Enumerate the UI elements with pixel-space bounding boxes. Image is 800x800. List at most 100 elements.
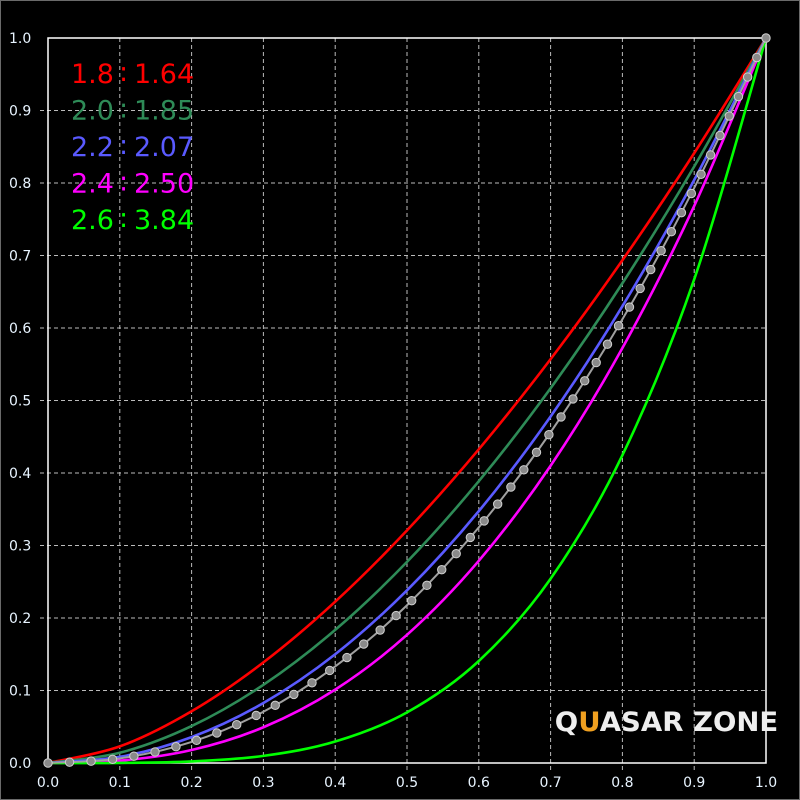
reference-marker xyxy=(150,747,160,757)
reference-marker xyxy=(342,652,352,663)
reference-marker xyxy=(624,302,635,312)
reference-marker xyxy=(359,639,369,649)
reference-marker xyxy=(531,447,542,458)
reference-marker xyxy=(212,728,222,738)
legend-target-gamma: 2.0 xyxy=(71,96,114,127)
x-tick-label: 0.7 xyxy=(539,775,561,791)
series-line-3 xyxy=(47,37,768,765)
y-tick-label: 0.5 xyxy=(9,394,31,410)
reference-marker xyxy=(696,169,706,179)
reference-marker xyxy=(556,412,566,422)
legend-target-gamma: 2.4 xyxy=(71,169,114,200)
reference-marker xyxy=(635,283,645,294)
reference-marker xyxy=(613,321,624,331)
reference-marker xyxy=(666,227,677,237)
legend-separator: : xyxy=(119,203,128,234)
legend-target-gamma: 2.6 xyxy=(71,205,114,236)
reference-marker xyxy=(407,595,417,606)
reference-marker xyxy=(519,465,529,475)
reference-marker xyxy=(391,610,401,621)
y-tick-label: 0.4 xyxy=(9,466,31,482)
legend-target-gamma: 1.8 xyxy=(71,59,114,90)
reference-marker xyxy=(724,111,734,121)
y-tick-label: 0.0 xyxy=(9,756,31,772)
series-line-2 xyxy=(47,37,768,765)
legend-separator: : xyxy=(119,94,128,125)
reference-marker xyxy=(107,754,118,765)
logo-text-u: U xyxy=(578,707,600,738)
x-tick-label: 0.2 xyxy=(180,775,202,791)
reference-marker xyxy=(289,689,299,700)
reference-marker xyxy=(191,735,202,746)
y-tick-label: 0.9 xyxy=(9,104,31,120)
reference-marker xyxy=(686,188,697,199)
reference-marker xyxy=(251,710,261,721)
y-tick-label: 0.1 xyxy=(9,684,31,700)
reference-marker xyxy=(602,339,613,349)
reference-marker xyxy=(307,678,317,688)
reference-marker xyxy=(479,516,489,526)
reference-marker xyxy=(492,499,503,509)
x-tick-label: 1.0 xyxy=(755,775,777,791)
reference-marker xyxy=(544,430,554,440)
series-line-1 xyxy=(47,37,768,765)
x-tick-label: 0.1 xyxy=(109,775,131,791)
y-tick-label: 1.0 xyxy=(9,31,31,47)
reference-marker xyxy=(232,719,242,730)
reference-marker xyxy=(86,756,96,766)
y-tick-label: 0.7 xyxy=(9,249,31,265)
x-tick-label: 0.0 xyxy=(37,775,59,791)
reference-marker xyxy=(324,665,335,676)
legend-measured-gamma: 3.84 xyxy=(134,205,194,236)
legend-measured-gamma: 2.07 xyxy=(134,132,194,163)
y-tick-label: 0.6 xyxy=(9,321,31,337)
y-tick-label: 0.2 xyxy=(9,611,31,627)
reference-marker xyxy=(465,532,476,543)
series-line-5 xyxy=(47,37,768,765)
legend-separator: : xyxy=(119,57,128,88)
logo-text-q: Q xyxy=(554,707,579,738)
reference-marker xyxy=(129,751,139,761)
reference-marker xyxy=(733,91,744,102)
x-tick-label: 0.3 xyxy=(252,775,274,791)
reference-marker xyxy=(64,757,75,767)
legend-separator: : xyxy=(119,167,128,198)
legend-measured-gamma: 2.50 xyxy=(134,169,194,200)
quasarzone-watermark-logo: QUASAR ZONE xyxy=(555,707,778,738)
x-tick-label: 0.6 xyxy=(468,775,490,791)
reference-marker xyxy=(506,482,516,492)
x-tick-label: 0.9 xyxy=(683,775,705,791)
x-tick-label: 0.8 xyxy=(611,775,633,791)
reference-marker xyxy=(676,207,687,218)
reference-marker xyxy=(742,72,753,82)
y-tick-label: 0.3 xyxy=(9,539,31,555)
reference-marker xyxy=(171,742,181,752)
reference-marker xyxy=(580,376,590,386)
reference-marker xyxy=(715,130,725,141)
y-tick-label: 0.8 xyxy=(9,176,31,192)
legend-measured-gamma: 1.64 xyxy=(134,59,194,90)
x-tick-label: 0.5 xyxy=(396,775,418,791)
reference-marker xyxy=(422,580,432,591)
legend-target-gamma: 2.2 xyxy=(71,132,114,163)
reference-marker xyxy=(752,52,762,63)
series-line-4 xyxy=(47,37,768,765)
legend-separator: : xyxy=(119,130,128,161)
reference-marker xyxy=(705,150,716,160)
plot-frame xyxy=(47,37,767,764)
legend-measured-gamma: 1.85 xyxy=(134,96,194,127)
reference-marker xyxy=(451,549,461,559)
reference-marker xyxy=(646,264,656,275)
reference-marker xyxy=(437,564,447,575)
reference-marker xyxy=(761,33,771,43)
reference-marker xyxy=(591,357,601,368)
x-tick-label: 0.4 xyxy=(324,775,346,791)
reference-marker xyxy=(568,394,578,404)
reference-marker xyxy=(270,700,280,711)
reference-marker xyxy=(43,758,53,768)
logo-text-rest: ASAR ZONE xyxy=(599,707,779,738)
reference-marker xyxy=(375,625,385,635)
reference-marker xyxy=(656,245,666,256)
